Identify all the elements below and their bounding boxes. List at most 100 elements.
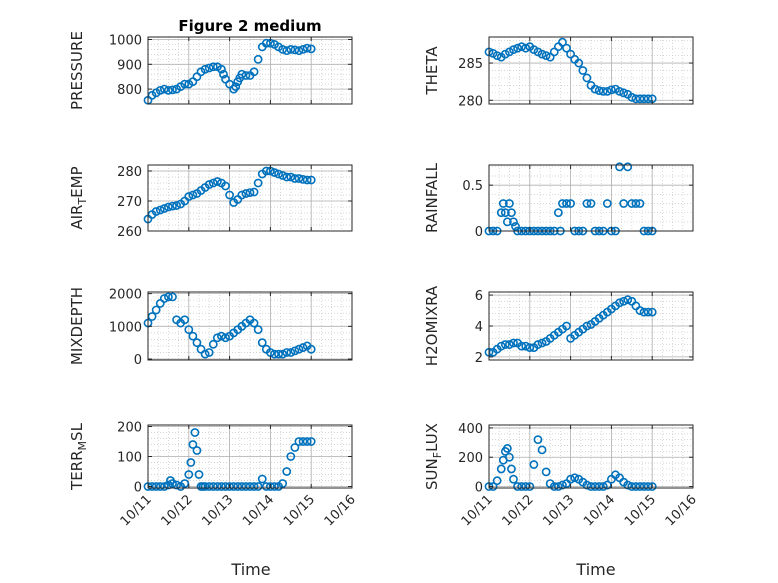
data-point xyxy=(500,340,510,349)
data-point xyxy=(282,467,292,476)
data-point xyxy=(294,174,304,183)
y-tick-label: 280 xyxy=(458,94,483,109)
data-point xyxy=(513,482,522,491)
data-point xyxy=(639,94,649,104)
data-point xyxy=(188,190,198,200)
y-tick-label: 2 xyxy=(475,351,483,366)
data-point xyxy=(627,199,637,208)
data-point xyxy=(578,66,588,75)
data-point xyxy=(221,333,230,343)
data-point xyxy=(496,341,506,351)
data-point xyxy=(302,175,312,185)
data-point xyxy=(582,73,592,83)
data-point xyxy=(496,208,506,218)
data-point xyxy=(521,341,531,351)
y-tick-label: 4 xyxy=(475,320,483,335)
data-point xyxy=(537,445,547,455)
data-point xyxy=(278,45,288,54)
y-axis-label: MIXDEPTH xyxy=(68,287,86,365)
data-point xyxy=(562,43,571,53)
y-tick-label: 400 xyxy=(458,422,483,437)
data-point xyxy=(306,175,316,185)
data-point xyxy=(298,437,308,446)
data-point xyxy=(586,199,596,208)
data-point xyxy=(151,482,161,491)
data-point xyxy=(200,349,210,359)
data-point xyxy=(511,222,520,231)
data-point xyxy=(192,338,202,348)
x-tick-label: 10/16 xyxy=(322,492,359,529)
data-point xyxy=(188,440,198,449)
x-tick-label: 10/16 xyxy=(663,492,700,529)
data-point xyxy=(249,318,259,328)
data-point xyxy=(282,172,292,182)
data-point xyxy=(562,321,571,331)
data-point xyxy=(574,58,584,68)
data-point xyxy=(558,199,567,208)
data-point xyxy=(253,54,263,64)
data-point xyxy=(204,180,214,189)
data-point xyxy=(270,349,279,359)
data-point xyxy=(217,482,226,491)
subplot-h2omixra: 2 4 6 H2OMIXRA xyxy=(423,285,694,366)
data-point xyxy=(204,63,214,73)
data-point xyxy=(594,482,604,491)
data-point xyxy=(558,37,567,47)
data-point xyxy=(168,292,177,302)
x-tick-label: 10/15 xyxy=(281,492,318,529)
subplot-terr-msl: 0 100 200 10/11 10/12 10/13 10/14 10/15 10/16 TER… xyxy=(68,421,359,530)
axes-frame xyxy=(147,36,353,105)
x-tick-label: 10/13 xyxy=(199,492,236,529)
data-point xyxy=(274,169,283,179)
data-point xyxy=(602,86,612,96)
data-point xyxy=(582,199,592,208)
data-point xyxy=(290,346,300,356)
data-point xyxy=(639,307,649,317)
data-point xyxy=(286,348,296,357)
data-point xyxy=(602,199,612,208)
y-tick-label: 6 xyxy=(475,289,483,304)
subplot-pressure: 800 900 1000 PRESSURE xyxy=(68,31,353,110)
data-point xyxy=(492,476,502,486)
data-point xyxy=(278,479,288,488)
data-point xyxy=(194,470,204,479)
data-point xyxy=(212,177,222,186)
x-tick-label: 10/14 xyxy=(581,492,618,529)
data-point xyxy=(607,85,616,95)
data-point xyxy=(509,45,518,55)
data-point xyxy=(163,85,173,95)
y-axis-label: TERRMSL xyxy=(68,422,89,491)
data-point xyxy=(261,166,271,176)
data-point xyxy=(245,482,255,491)
data-point xyxy=(500,208,510,218)
data-point xyxy=(504,452,514,462)
data-point xyxy=(521,43,531,53)
data-point xyxy=(168,85,177,95)
data-point xyxy=(623,162,633,172)
data-point xyxy=(245,188,255,197)
data-point xyxy=(517,482,527,491)
data-point xyxy=(298,174,308,184)
data-point xyxy=(582,480,592,490)
data-point xyxy=(619,88,629,98)
data-point xyxy=(204,348,214,357)
data-point xyxy=(225,190,234,200)
data-point xyxy=(163,480,173,490)
data-point xyxy=(517,42,527,52)
data-point xyxy=(643,94,653,104)
data-point xyxy=(257,338,267,348)
y-tick-label: 200 xyxy=(458,451,483,466)
data-point xyxy=(229,84,239,94)
y-tick-label: 0 xyxy=(475,481,483,496)
data-point xyxy=(570,473,580,483)
x-tick-label: 10/13 xyxy=(540,492,577,529)
data-point xyxy=(541,467,551,477)
data-point xyxy=(286,45,296,54)
data-point xyxy=(590,84,600,94)
x-tick-label: 10/15 xyxy=(622,492,659,529)
y-axis-label: AIRTEMP xyxy=(68,166,89,229)
data-point xyxy=(594,86,604,95)
data-point xyxy=(598,86,608,96)
data-point xyxy=(507,464,516,474)
figure-title: Figure 2 medium xyxy=(178,17,321,35)
